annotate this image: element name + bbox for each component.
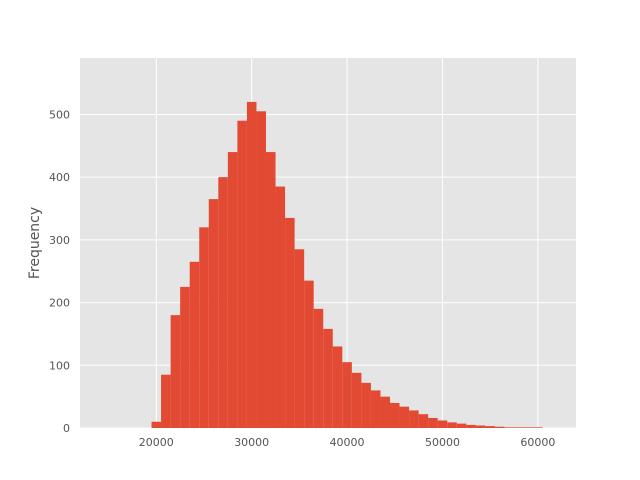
x-tick-label: 60000 [520, 436, 555, 449]
histogram-bar [485, 426, 495, 428]
histogram-bar [523, 427, 534, 428]
histogram-bar [494, 426, 505, 428]
histogram-bar [285, 217, 295, 428]
histogram-bar [514, 427, 524, 428]
histogram-bar [161, 374, 171, 428]
histogram-bar [437, 420, 448, 428]
x-tick-label: 20000 [139, 436, 174, 449]
histogram-bar [237, 120, 247, 429]
y-tick-label: 400 [49, 171, 70, 184]
histogram-bar [189, 261, 200, 428]
histogram-bar [266, 152, 276, 428]
histogram-bar [208, 199, 219, 428]
histogram-bar [418, 414, 429, 428]
histogram-bar [227, 152, 238, 428]
y-tick-label: 100 [49, 359, 70, 372]
histogram-bar [370, 390, 381, 428]
histogram-bar [218, 177, 228, 428]
y-tick-label: 200 [49, 297, 70, 310]
histogram-bar [313, 308, 324, 428]
histogram-bar [409, 410, 419, 428]
histogram-bar [533, 427, 543, 428]
histogram-bar [304, 280, 314, 428]
histogram-bar [199, 227, 209, 428]
histogram-bar [399, 406, 410, 428]
x-tick-label: 30000 [234, 436, 269, 449]
histogram-bar [475, 425, 486, 428]
histogram-bar [361, 382, 371, 428]
histogram-bar [428, 417, 438, 428]
histogram-bar [332, 346, 343, 428]
histogram-bar [256, 111, 266, 428]
histogram-bar [466, 424, 476, 428]
histogram-bars [151, 101, 543, 429]
histogram-bar [323, 328, 333, 428]
histogram-bar [456, 423, 467, 428]
histogram-bar [351, 372, 362, 428]
histogram-bar [170, 315, 181, 428]
y-tick-label: 300 [49, 234, 70, 247]
histogram-bar [275, 186, 286, 428]
x-tick-label: 50000 [425, 436, 460, 449]
histogram-bar [246, 101, 257, 428]
y-tick-labels: 0 100 200 300 400 500 [49, 108, 70, 435]
histogram-bar [180, 286, 190, 428]
histogram-bar [151, 421, 162, 428]
histogram-bar [447, 422, 457, 428]
y-axis-label: Frequency [27, 207, 43, 279]
histogram-bar [504, 427, 514, 428]
histogram-bar [342, 362, 352, 428]
y-tick-label: 0 [63, 422, 70, 435]
y-tick-label: 500 [49, 108, 70, 121]
x-tick-labels: 20000 30000 40000 50000 60000 [139, 436, 556, 449]
x-tick-label: 40000 [330, 436, 365, 449]
histogram-bar [390, 402, 400, 428]
histogram-bar [380, 396, 390, 428]
histogram-bar [294, 249, 305, 428]
